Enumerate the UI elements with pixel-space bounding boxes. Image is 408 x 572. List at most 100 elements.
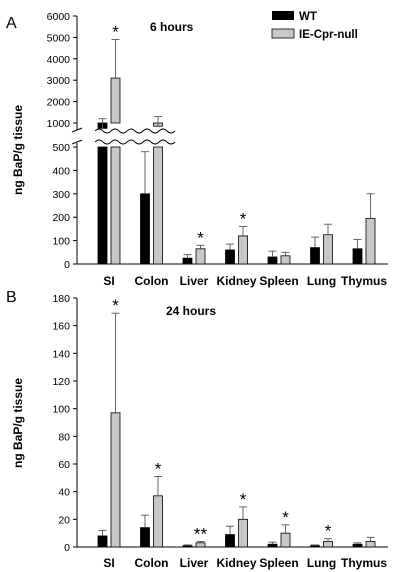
panel-a-break-wave-bottom (94, 139, 176, 145)
panel-b-significance-colon: * (155, 459, 162, 478)
panel-a-significance-liver: * (197, 228, 204, 247)
panel-b-significance-liver: ** (194, 524, 208, 543)
panel-a-title: 6 hours (150, 20, 194, 34)
panel-b-tick-label-160: 160 (52, 321, 70, 333)
panel-a-bar-lung-ie-cpr-null (323, 234, 333, 265)
panel-b-significance-kidney: * (240, 490, 247, 509)
panel-a-tick-label-100: 100 (52, 236, 70, 248)
panel-b-bar-kidney-ie-cpr-null (238, 518, 248, 548)
panel-a-error-si-wt (98, 118, 107, 129)
panel-b-error-si-ie-cpr-null (111, 312, 120, 413)
panel-b-y-axis-label: ng BaP/g tissue (11, 378, 25, 468)
panel-b-error-kidney-wt (226, 525, 234, 535)
panel-a-error-spleen-wt (268, 250, 277, 257)
panel-a-bar-kidney-wt (225, 249, 235, 265)
panel-a-bar-si-wt-lower (97, 146, 108, 265)
panel-b-category-label-si: SI (103, 556, 114, 570)
panel-b-error-colon-wt (141, 514, 149, 528)
panel-a-letter: A (6, 15, 17, 32)
panel-a-error-colon-ie-cpr-null (154, 116, 162, 127)
panel-a-break-gap (95, 131, 166, 142)
panel-b-tick-label-180: 180 (52, 293, 70, 305)
legend-swatch-wt (272, 11, 294, 20)
panel-a-bar-liver-ie-cpr-null (195, 248, 206, 265)
panel-a-tick-label-300: 300 (52, 189, 70, 201)
panel-b-category-label-kidney: Kidney (216, 556, 256, 570)
panel-b-bar-thymus-ie-cpr-null (365, 541, 376, 548)
panel-b-category-label-liver: Liver (180, 556, 209, 570)
panel-b-error-spleen-ie-cpr-null (281, 524, 290, 534)
panel-b-tick-label-100: 100 (52, 404, 70, 416)
panel-a-error-spleen-ie-cpr-null (281, 251, 290, 256)
panel-b-category-label-spleen: Spleen (259, 556, 298, 570)
panel-a-bar-si-ie-cpr-null-upper (110, 77, 121, 124)
panel-b-bar-colon-ie-cpr-null (153, 495, 163, 548)
panel-a-category-label-colon: Colon (135, 274, 169, 288)
panel-a-error-kidney-wt (226, 243, 234, 250)
panel-b-bar-lung-wt (310, 545, 320, 548)
legend: WT IE-Cpr-null (271, 11, 358, 41)
panel-a-tick-label-200: 200 (52, 212, 70, 224)
panel-b-tick-label-80: 80 (58, 431, 70, 443)
panel-a-tick-label-2000: 2000 (47, 97, 71, 109)
legend-swatch-ie-cpr-null (271, 28, 295, 39)
panel-a-tick-label-1000: 1000 (47, 118, 71, 130)
panel-a-category-label-si: SI (103, 274, 114, 288)
panel-b-bar-spleen-ie-cpr-null (280, 532, 291, 548)
panel-b-error-lung-ie-cpr-null (324, 538, 332, 542)
panel-b-error-liver-ie-cpr-null (196, 541, 205, 543)
panel-b-error-colon-ie-cpr-null (154, 476, 162, 496)
panel-a-bar-liver-wt (182, 257, 193, 265)
panel-b-category-label-colon: Colon (135, 556, 169, 570)
panel-a-axis-break-bottom (71, 139, 83, 145)
panel-b-tick-label-20: 20 (58, 514, 70, 526)
panel-a-error-kidney-ie-cpr-null (239, 226, 247, 236)
panel-a-bar-colon-wt (140, 193, 150, 265)
panel-b-error-lung-wt (311, 544, 319, 546)
panel-b-bar-liver-wt (182, 545, 193, 548)
panel-b-letter: B (6, 289, 17, 306)
panel-a-tick-label-4000: 4000 (47, 54, 71, 66)
panel-a-error-thymus-ie-cpr-null (366, 193, 375, 219)
panel-a-bar-spleen-wt (267, 256, 278, 265)
panel-a-tick-label-400: 400 (52, 165, 70, 177)
panel-b-error-thymus-wt (353, 542, 362, 545)
panel-b-significance-lung: * (325, 522, 332, 541)
legend-label-wt: WT (299, 11, 317, 23)
panel-b-significance-si: * (112, 296, 119, 315)
panel-a-category-label-kidney: Kidney (216, 274, 256, 288)
panel-a-error-liver-wt (183, 254, 192, 259)
panel-a-error-lung-ie-cpr-null (324, 223, 332, 235)
panel-b-category-label-lung: Lung (307, 556, 336, 570)
panel-a-tick-label-0: 0 (64, 259, 70, 271)
panel-a-error-si-ie-cpr-null (111, 39, 120, 79)
panel-b-bar-liver-ie-cpr-null (195, 542, 206, 548)
panel-a-y-axis-label: ng BaP/g tissue (11, 105, 25, 195)
panel-b-error-si-wt (98, 529, 107, 536)
panel-a-break-wave-top (94, 128, 176, 134)
panel-b-tick-label-140: 140 (52, 348, 70, 360)
panel-a-category-label-lung: Lung (307, 274, 336, 288)
panel-a-bar-si-ie-cpr-null-lower (110, 146, 121, 265)
panel-b-error-thymus-ie-cpr-null (366, 536, 375, 542)
legend-label-ie-cpr-null: IE-Cpr-null (299, 29, 358, 41)
panel-b-bar-spleen-wt (267, 543, 278, 548)
panel-b-category-label-thymus: Thymus (341, 556, 387, 570)
panel-b-tick-label-40: 40 (58, 487, 70, 499)
chart-marks: 0100200300400500100020003000400050006000… (47, 11, 388, 570)
panel-a-error-lung-wt (311, 236, 319, 248)
panel-a-category-label-spleen: Spleen (259, 274, 298, 288)
panel-b-bar-lung-ie-cpr-null (323, 541, 333, 548)
panel-a-significance-kidney: * (240, 210, 247, 229)
panel-a-axis-break-top (71, 127, 83, 133)
panel-a-bar-colon-ie-cpr-null-lower (153, 146, 163, 265)
panel-a-category-label-liver: Liver (180, 274, 209, 288)
panel-b-error-spleen-wt (268, 541, 277, 545)
panel-a-bar-thymus-wt (352, 248, 363, 265)
panel-a-bar-thymus-ie-cpr-null (365, 217, 376, 265)
panel-a-bar-kidney-ie-cpr-null (238, 235, 248, 265)
panel-a-tick-label-500: 500 (52, 142, 70, 154)
panel-a-tick-label-6000: 6000 (47, 11, 71, 23)
panel-a-bar-lung-wt (310, 247, 320, 265)
